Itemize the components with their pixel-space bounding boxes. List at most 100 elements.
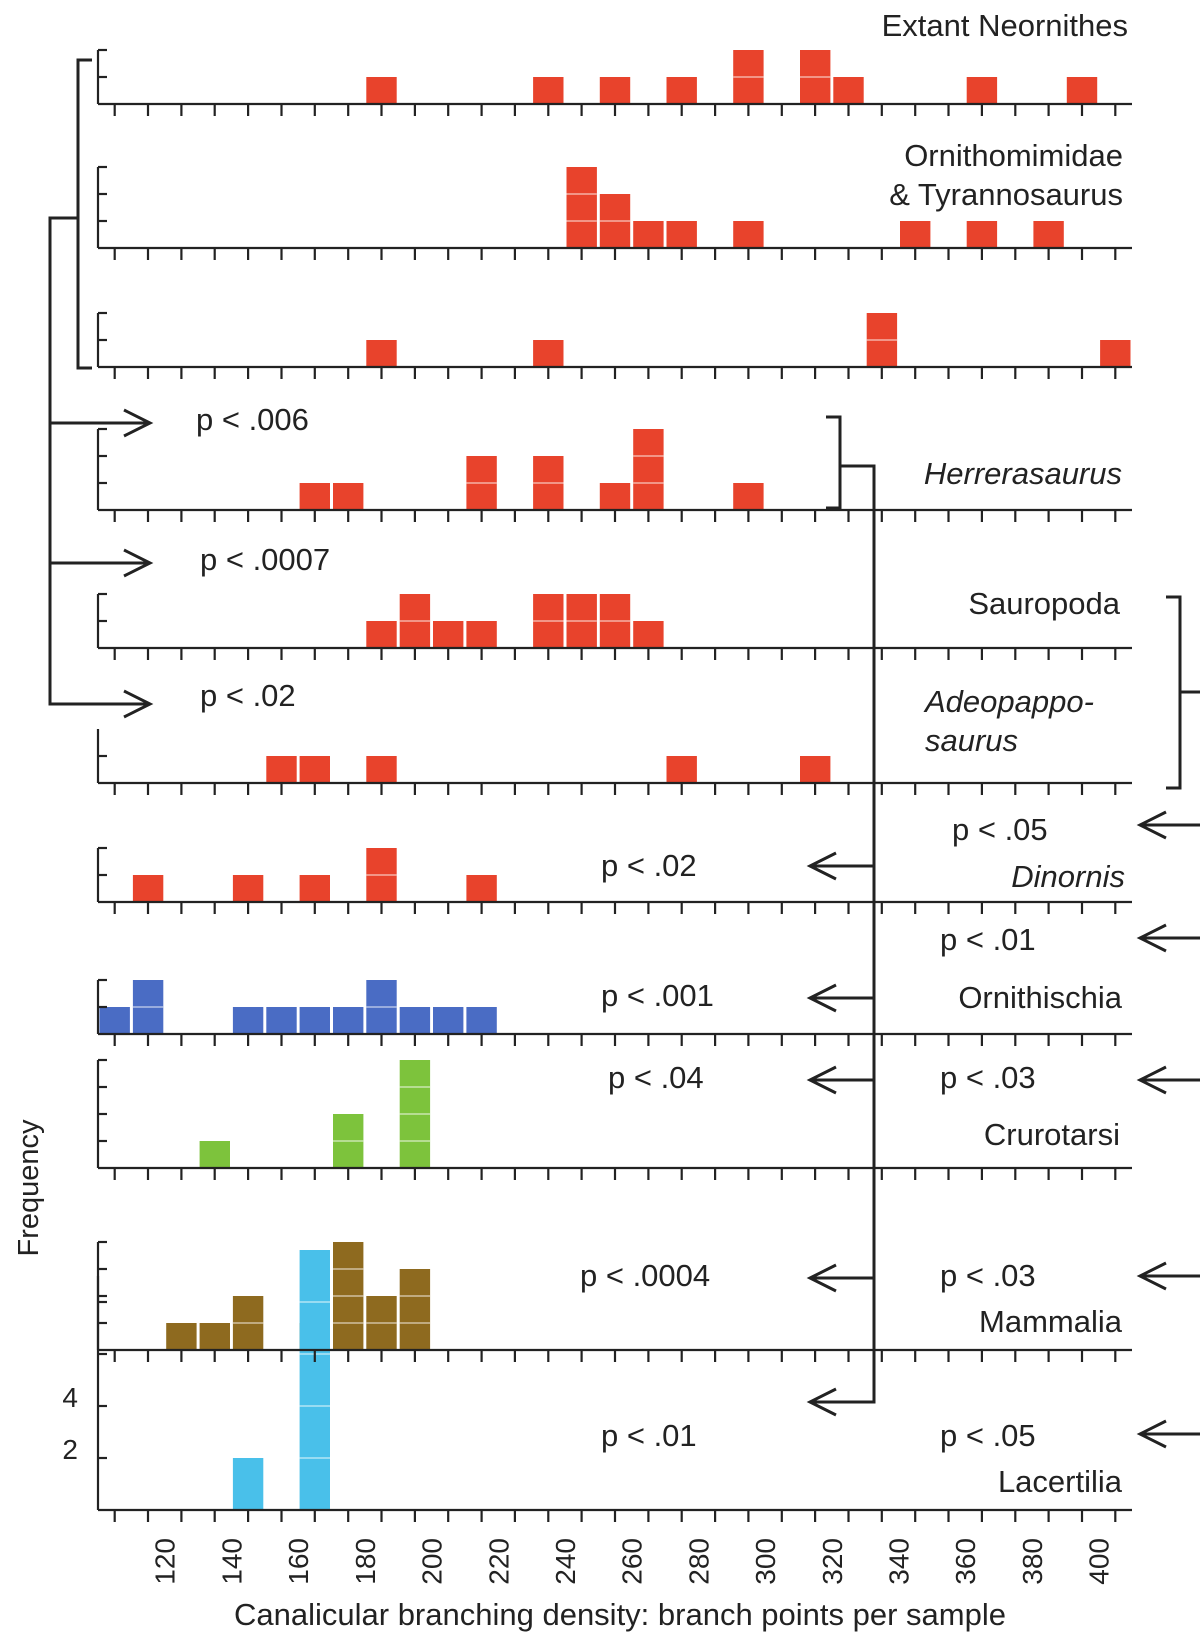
bar-lacertilia: [232, 1458, 264, 1510]
x-axis-title: Canalicular branching density: branch po…: [234, 1597, 1006, 1632]
panel-label-dinornis: Dinornis: [1011, 859, 1125, 894]
panel-label-crurotarsi: Crurotarsi: [984, 1117, 1120, 1152]
arrowhead-icon: [1136, 1419, 1167, 1449]
bar-panel3: [1100, 340, 1131, 367]
bar-ornithischia: [99, 1007, 130, 1034]
x-tick-label: 400: [1084, 1538, 1115, 1585]
p-value-middle: p < .01: [601, 1418, 697, 1453]
x-tick-label: 380: [1017, 1538, 1048, 1585]
x-tick-label: 360: [950, 1538, 981, 1585]
x-tick-label: 180: [350, 1538, 381, 1585]
x-tick-label: 200: [417, 1538, 448, 1585]
bars-layer: [99, 50, 1131, 1510]
panel-label-mammalia: Mammalia: [979, 1304, 1123, 1339]
p-value-middle: p < .02: [601, 848, 697, 883]
arrowhead-icon: [1136, 1261, 1167, 1291]
arrowhead-icon: [1136, 1065, 1167, 1095]
p-value-middle: p < .0004: [580, 1258, 710, 1293]
bar-ornithomimidae: [566, 167, 597, 248]
arrowhead-icon: [1136, 810, 1167, 840]
bar-neornithes: [533, 77, 564, 104]
x-tick-label: 260: [617, 1538, 648, 1585]
arrowhead-icon: [806, 851, 837, 881]
x-tick-label: 240: [550, 1538, 581, 1585]
bar-panel3: [533, 340, 564, 367]
x-tick-label: 300: [750, 1538, 781, 1585]
y-tick-label: 2: [62, 1434, 78, 1465]
bar-herrerasaurus: [633, 429, 664, 510]
bar-dinornis: [466, 875, 497, 902]
bar-sauropoda: [633, 621, 664, 648]
bar-sauropoda: [366, 621, 397, 648]
bar-dinornis: [299, 875, 330, 902]
bar-ornithomimidae: [733, 221, 764, 248]
bar-ornithomimidae: [900, 221, 931, 248]
bar-ornithomimidae: [666, 221, 697, 248]
bar-lacertilia: [299, 1250, 330, 1510]
panel-label-ornithomimidae: Ornithomimidae: [904, 138, 1123, 173]
x-tick-label: 160: [283, 1538, 314, 1585]
y-axis-title: Frequency: [13, 1119, 45, 1257]
brackets-layer: [48, 58, 1200, 1449]
p-value-middle: p < .001: [601, 978, 714, 1013]
p-value-right: p < .03: [940, 1258, 1036, 1293]
bar-neornithes: [366, 77, 397, 104]
panel-label-tyrannosaurus: & Tyrannosaurus: [889, 177, 1123, 212]
herrerasaurus-bracket: [826, 415, 842, 510]
x-tick-label: 140: [216, 1538, 247, 1585]
bar-neornithes: [1066, 77, 1098, 104]
bar-mammalia: [199, 1323, 230, 1350]
panel-label-herrerasaurus: Herrerasaurus: [924, 456, 1122, 491]
arrowhead-icon: [123, 408, 154, 438]
x-tick-label: 120: [150, 1538, 181, 1585]
p-value-left: p < .006: [196, 402, 309, 437]
bar-neornithes: [666, 77, 697, 104]
p-value-right: p < .01: [940, 922, 1036, 957]
bar-sauropoda: [433, 621, 464, 648]
neornithes-group-bracket: [76, 58, 92, 370]
bar-adeopapposaurus: [299, 756, 330, 783]
bar-neornithes: [966, 77, 998, 104]
p-value-middle: p < .04: [608, 1060, 704, 1095]
x-tick-label: 340: [884, 1538, 915, 1585]
bar-neornithes: [833, 77, 864, 104]
arrowhead-icon: [806, 1263, 837, 1293]
bar-sauropoda: [466, 621, 497, 648]
bar-ornithischia: [399, 1007, 431, 1034]
arrowhead-icon: [806, 983, 837, 1013]
bar-adeopapposaurus: [800, 756, 831, 783]
p-value-right: p < .05: [940, 1418, 1036, 1453]
bar-mammalia: [399, 1269, 431, 1350]
clade-stem-line: [48, 216, 150, 706]
arrowhead-icon: [1136, 923, 1167, 953]
x-tick-label: 280: [683, 1538, 714, 1585]
bar-panel3: [366, 340, 397, 367]
arrowhead-icon: [806, 1065, 837, 1095]
bar-ornithischia: [433, 1007, 464, 1034]
p-value-right: p < .05: [952, 812, 1048, 847]
x-tick-label: 220: [483, 1538, 514, 1585]
p-value-left: p < .02: [200, 678, 296, 713]
bar-crurotarsi: [199, 1141, 230, 1168]
panel-label-neornithes: Extant Neornithes: [882, 8, 1128, 43]
bar-ornithomimidae: [966, 221, 998, 248]
panel-label-adeopappo: Adeopappo-: [923, 684, 1094, 719]
bar-ornithomimidae: [1033, 221, 1064, 248]
p-value-left: p < .0007: [200, 542, 330, 577]
arrowhead-icon: [806, 1387, 837, 1417]
x-tick-label: 320: [817, 1538, 848, 1585]
y-tick-label: 4: [62, 1382, 78, 1413]
bar-adeopapposaurus: [666, 756, 697, 783]
sauropoda-bracket: [1166, 595, 1182, 790]
bar-herrerasaurus: [733, 483, 764, 510]
bar-ornithischia: [466, 1007, 497, 1034]
bar-ornithischia: [333, 1007, 364, 1034]
bar-dinornis: [132, 875, 164, 902]
bar-herrerasaurus: [333, 483, 364, 510]
bar-herrerasaurus: [299, 483, 330, 510]
herrerasaurus-stem-line: [810, 464, 876, 1404]
bar-herrerasaurus: [599, 483, 631, 510]
panel-label-saurus: saurus: [925, 723, 1018, 758]
bar-dinornis: [232, 875, 264, 902]
